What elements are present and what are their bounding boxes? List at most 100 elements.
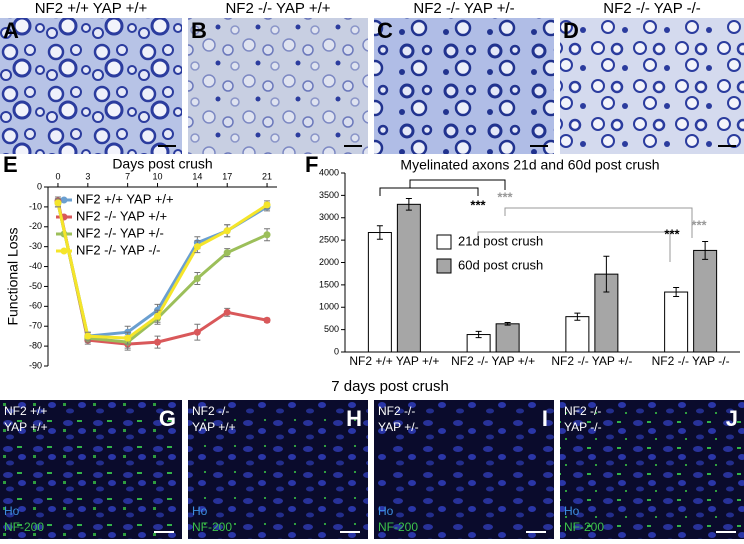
x-tick-label: 14 <box>192 171 202 181</box>
error-bar <box>376 225 383 240</box>
x-tick-label: NF2 -/- YAP +/+ <box>451 354 535 368</box>
x-tick-label: 21 <box>262 171 272 181</box>
panel-title: NF2 -/- YAP +/- <box>413 0 514 17</box>
legend-label: NF2 -/- YAP -/- <box>76 242 161 257</box>
bar <box>367 232 392 353</box>
y-tick-label: -80 <box>29 340 42 350</box>
error-bar <box>475 330 482 339</box>
error-bar <box>673 287 680 298</box>
legend-label: 60d post crush <box>458 257 543 272</box>
stain-label: Ho <box>192 504 208 518</box>
error-bar <box>405 198 412 211</box>
bar <box>565 316 590 353</box>
panel-letter: H <box>346 406 362 431</box>
panel-letter: F <box>305 152 318 177</box>
genotype-label: YAP +/- <box>378 420 419 434</box>
panel-letter: G <box>159 406 176 431</box>
genotype-label: NF2 +/+ <box>4 404 47 418</box>
bar <box>693 249 718 353</box>
y-tick-label: -90 <box>29 360 42 370</box>
panel-letter: J <box>726 406 738 431</box>
error-bar <box>603 255 610 293</box>
y-tick-label: 3000 <box>319 212 339 222</box>
data-point <box>154 312 162 320</box>
x-axis-title: Days post crush <box>112 156 212 172</box>
y-tick-label: -20 <box>29 221 42 231</box>
stain-label: NF-200 <box>192 520 232 534</box>
significance-brackets <box>379 179 693 262</box>
genotype-label: NF2 -/- <box>564 404 601 418</box>
data-point <box>54 199 62 207</box>
micrograph <box>188 18 368 154</box>
legend-swatch <box>60 196 68 204</box>
significance-label: *** <box>691 217 707 232</box>
genotype-label: NF2 -/- <box>378 404 415 418</box>
y-tick-label: -40 <box>29 261 42 271</box>
stain-label: NF-200 <box>4 520 44 534</box>
y-tick-label: 4000 <box>319 167 339 177</box>
significance-label: *** <box>664 226 680 241</box>
y-tick-label: -70 <box>29 321 42 331</box>
legend-swatch <box>436 258 452 274</box>
stain-label: NF-200 <box>378 520 418 534</box>
data-point <box>193 274 201 282</box>
data-point <box>84 332 92 340</box>
panel-letter: D <box>563 18 579 43</box>
y-tick-label: -30 <box>29 241 42 251</box>
legend-label: NF2 +/+ YAP +/+ <box>76 191 174 206</box>
legend-label: NF2 -/- YAP +/- <box>76 225 164 240</box>
genotype-label: NF2 -/- <box>192 404 229 418</box>
y-tick-label: -60 <box>29 301 42 311</box>
panel-letter: C <box>377 18 393 43</box>
y-tick-label: 0 <box>334 346 339 356</box>
panel-letter: I <box>542 406 548 431</box>
stain-label: Ho <box>4 504 20 518</box>
x-tick-label: 7 <box>125 171 130 181</box>
error-bar <box>702 240 709 260</box>
section-title: 7 days post crush <box>331 378 449 395</box>
bar <box>664 291 689 353</box>
genotype-label: YAP +/+ <box>192 420 236 434</box>
genotype-label: YAP +/+ <box>4 420 48 434</box>
y-tick-label: 0 <box>37 181 42 191</box>
legend-swatch <box>60 247 68 255</box>
legend-swatch <box>436 234 452 250</box>
y-tick-label: 3500 <box>319 190 339 200</box>
bar <box>495 323 520 353</box>
x-tick-label: 0 <box>55 171 60 181</box>
panel-letter: A <box>3 18 19 43</box>
fluorescence-image <box>560 400 744 539</box>
y-tick-label: 2500 <box>319 235 339 245</box>
data-point <box>263 231 271 239</box>
panel-letter: E <box>3 152 18 177</box>
data-point <box>154 338 162 346</box>
chart-title: Myelinated axons 21d and 60d post crush <box>400 157 659 173</box>
micrograph <box>560 18 744 154</box>
error-bar <box>504 321 511 326</box>
fluorescence-image <box>0 400 182 539</box>
y-tick-label: 1500 <box>319 279 339 289</box>
y-tick-label: 1000 <box>319 302 339 312</box>
data-point <box>263 316 271 324</box>
data-point <box>193 243 201 251</box>
x-tick-label: 3 <box>85 171 90 181</box>
stain-label: NF-200 <box>564 520 604 534</box>
data-point <box>223 249 231 257</box>
bar <box>396 203 421 353</box>
panel-title: NF2 -/- YAP +/+ <box>225 0 330 17</box>
stain-label: Ho <box>378 504 394 518</box>
significance-label: *** <box>497 189 513 204</box>
panel-title: NF2 -/- YAP -/- <box>603 0 701 17</box>
micrograph <box>374 18 554 154</box>
data-point <box>263 201 271 209</box>
micrograph <box>0 18 182 154</box>
y-tick-label: -50 <box>29 281 42 291</box>
stain-label: Ho <box>564 504 580 518</box>
fluorescence-image <box>188 400 368 539</box>
data-point <box>223 227 231 235</box>
error-bar <box>574 312 581 321</box>
x-tick-label: 17 <box>222 171 232 181</box>
y-tick-label: -10 <box>29 201 42 211</box>
data-point <box>223 308 231 316</box>
x-tick-label: NF2 -/- YAP +/- <box>551 354 632 368</box>
